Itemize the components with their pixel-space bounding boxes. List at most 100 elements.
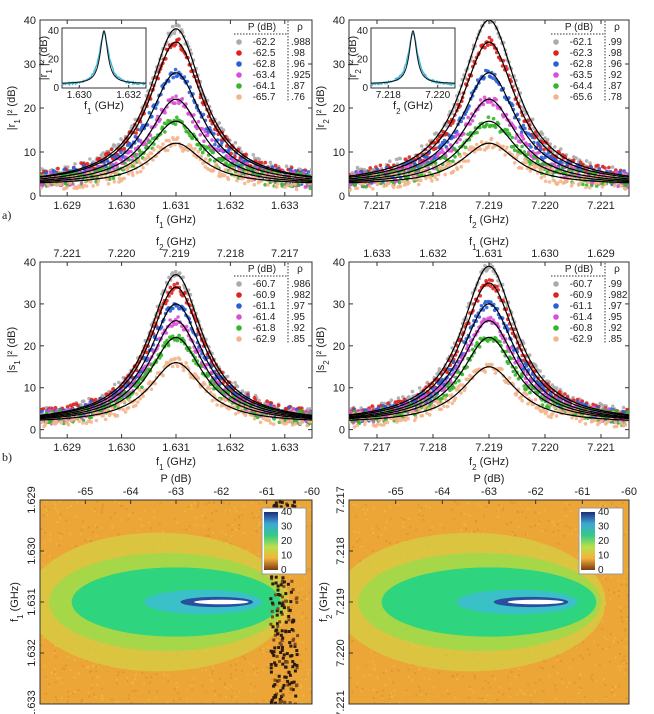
inset-x-tick-label: 1.632 <box>116 90 141 101</box>
data-point <box>133 117 138 122</box>
data-point <box>463 145 468 150</box>
data-point <box>173 101 177 105</box>
legend-rho: .76 <box>291 92 305 103</box>
data-point <box>263 160 268 165</box>
data-point <box>611 404 615 409</box>
data-point <box>121 407 125 412</box>
data-point <box>166 343 171 348</box>
inset-y-axis-label: |r2 |² (dB) <box>347 36 363 80</box>
data-point <box>244 152 248 157</box>
data-point <box>175 338 180 343</box>
legend-rho: .98 <box>291 48 305 59</box>
data-point <box>127 158 131 162</box>
data-point <box>513 126 518 130</box>
y-tick-label: 30 <box>24 59 36 71</box>
data-point <box>263 183 267 187</box>
data-point <box>259 160 264 165</box>
y-tick-label: 30 <box>24 299 36 311</box>
fit-curve <box>40 41 312 178</box>
data-point <box>164 138 169 143</box>
inset-x-tick-label: 7.218 <box>376 90 401 101</box>
fit-curve <box>349 41 629 178</box>
data-point <box>571 181 576 185</box>
data-point <box>596 163 600 168</box>
legend-rho: .85 <box>291 334 305 345</box>
data-point <box>305 423 310 428</box>
fit-curve <box>40 142 312 184</box>
data-point <box>222 173 227 178</box>
legend: P (dB) ρ-60.7.986-60.9.982-61.1.97-61.4.9… <box>234 263 311 345</box>
legend-power: -63.5 <box>570 70 593 81</box>
data-point <box>610 165 615 169</box>
data-point <box>212 382 217 387</box>
data-point <box>88 157 92 161</box>
data-point <box>538 369 542 373</box>
data-point <box>486 145 491 149</box>
data-point <box>562 170 567 175</box>
data-point <box>190 120 195 124</box>
data-point <box>516 152 520 157</box>
data-point <box>107 177 112 181</box>
data-point <box>85 162 90 166</box>
data-point <box>208 158 212 162</box>
data-point <box>486 16 490 20</box>
fit-curve <box>40 320 312 419</box>
x-axis-label: f2 (GHz) <box>469 214 509 230</box>
data-point <box>270 165 275 169</box>
legend-marker <box>236 314 242 320</box>
x-tick-label: 7.219 <box>475 200 503 212</box>
y-tick-label: 20 <box>24 341 36 353</box>
data-point <box>466 159 471 163</box>
data-point <box>515 112 520 117</box>
inset-x-tick-label: 1.630 <box>67 90 92 101</box>
data-point <box>243 413 248 418</box>
data-point <box>91 184 95 188</box>
data-point <box>101 151 105 155</box>
data-point <box>189 146 194 151</box>
legend-rho: .87 <box>291 81 305 92</box>
data-point <box>542 174 547 178</box>
data-point <box>407 180 411 185</box>
legend-power: -61.1 <box>253 301 276 312</box>
data-point <box>545 138 550 142</box>
data-point <box>451 359 456 364</box>
data-point <box>235 178 239 183</box>
data-point <box>65 419 70 424</box>
data-point <box>216 380 221 384</box>
y-tick-label: 0 <box>30 425 36 437</box>
data-point <box>158 117 162 122</box>
data-point <box>291 407 296 411</box>
data-point <box>106 182 111 186</box>
data-point <box>274 185 279 189</box>
data-point <box>181 275 185 280</box>
data-point <box>112 179 117 184</box>
data-point <box>236 405 241 410</box>
data-point <box>174 322 179 326</box>
data-point <box>436 172 441 177</box>
data-point <box>44 419 49 424</box>
data-point <box>428 176 433 180</box>
data-point <box>123 410 128 414</box>
data-point <box>448 143 453 147</box>
data-layer <box>40 269 312 429</box>
data-point <box>612 183 617 188</box>
data-point <box>463 159 468 163</box>
data-point <box>375 181 380 186</box>
x-tick-label: 1.633 <box>271 200 299 212</box>
data-point <box>209 370 214 375</box>
data-point <box>235 161 239 166</box>
data-point <box>304 185 309 189</box>
data-point <box>398 156 403 161</box>
data-point <box>166 148 170 153</box>
data-point <box>287 405 291 410</box>
data-point <box>40 186 43 190</box>
data-point <box>171 75 175 80</box>
data-point <box>40 409 44 414</box>
data-point <box>170 334 175 339</box>
data-point <box>526 118 530 123</box>
data-point <box>479 304 484 308</box>
data-point <box>119 150 123 154</box>
data-point <box>175 115 179 120</box>
data-point <box>455 167 460 171</box>
